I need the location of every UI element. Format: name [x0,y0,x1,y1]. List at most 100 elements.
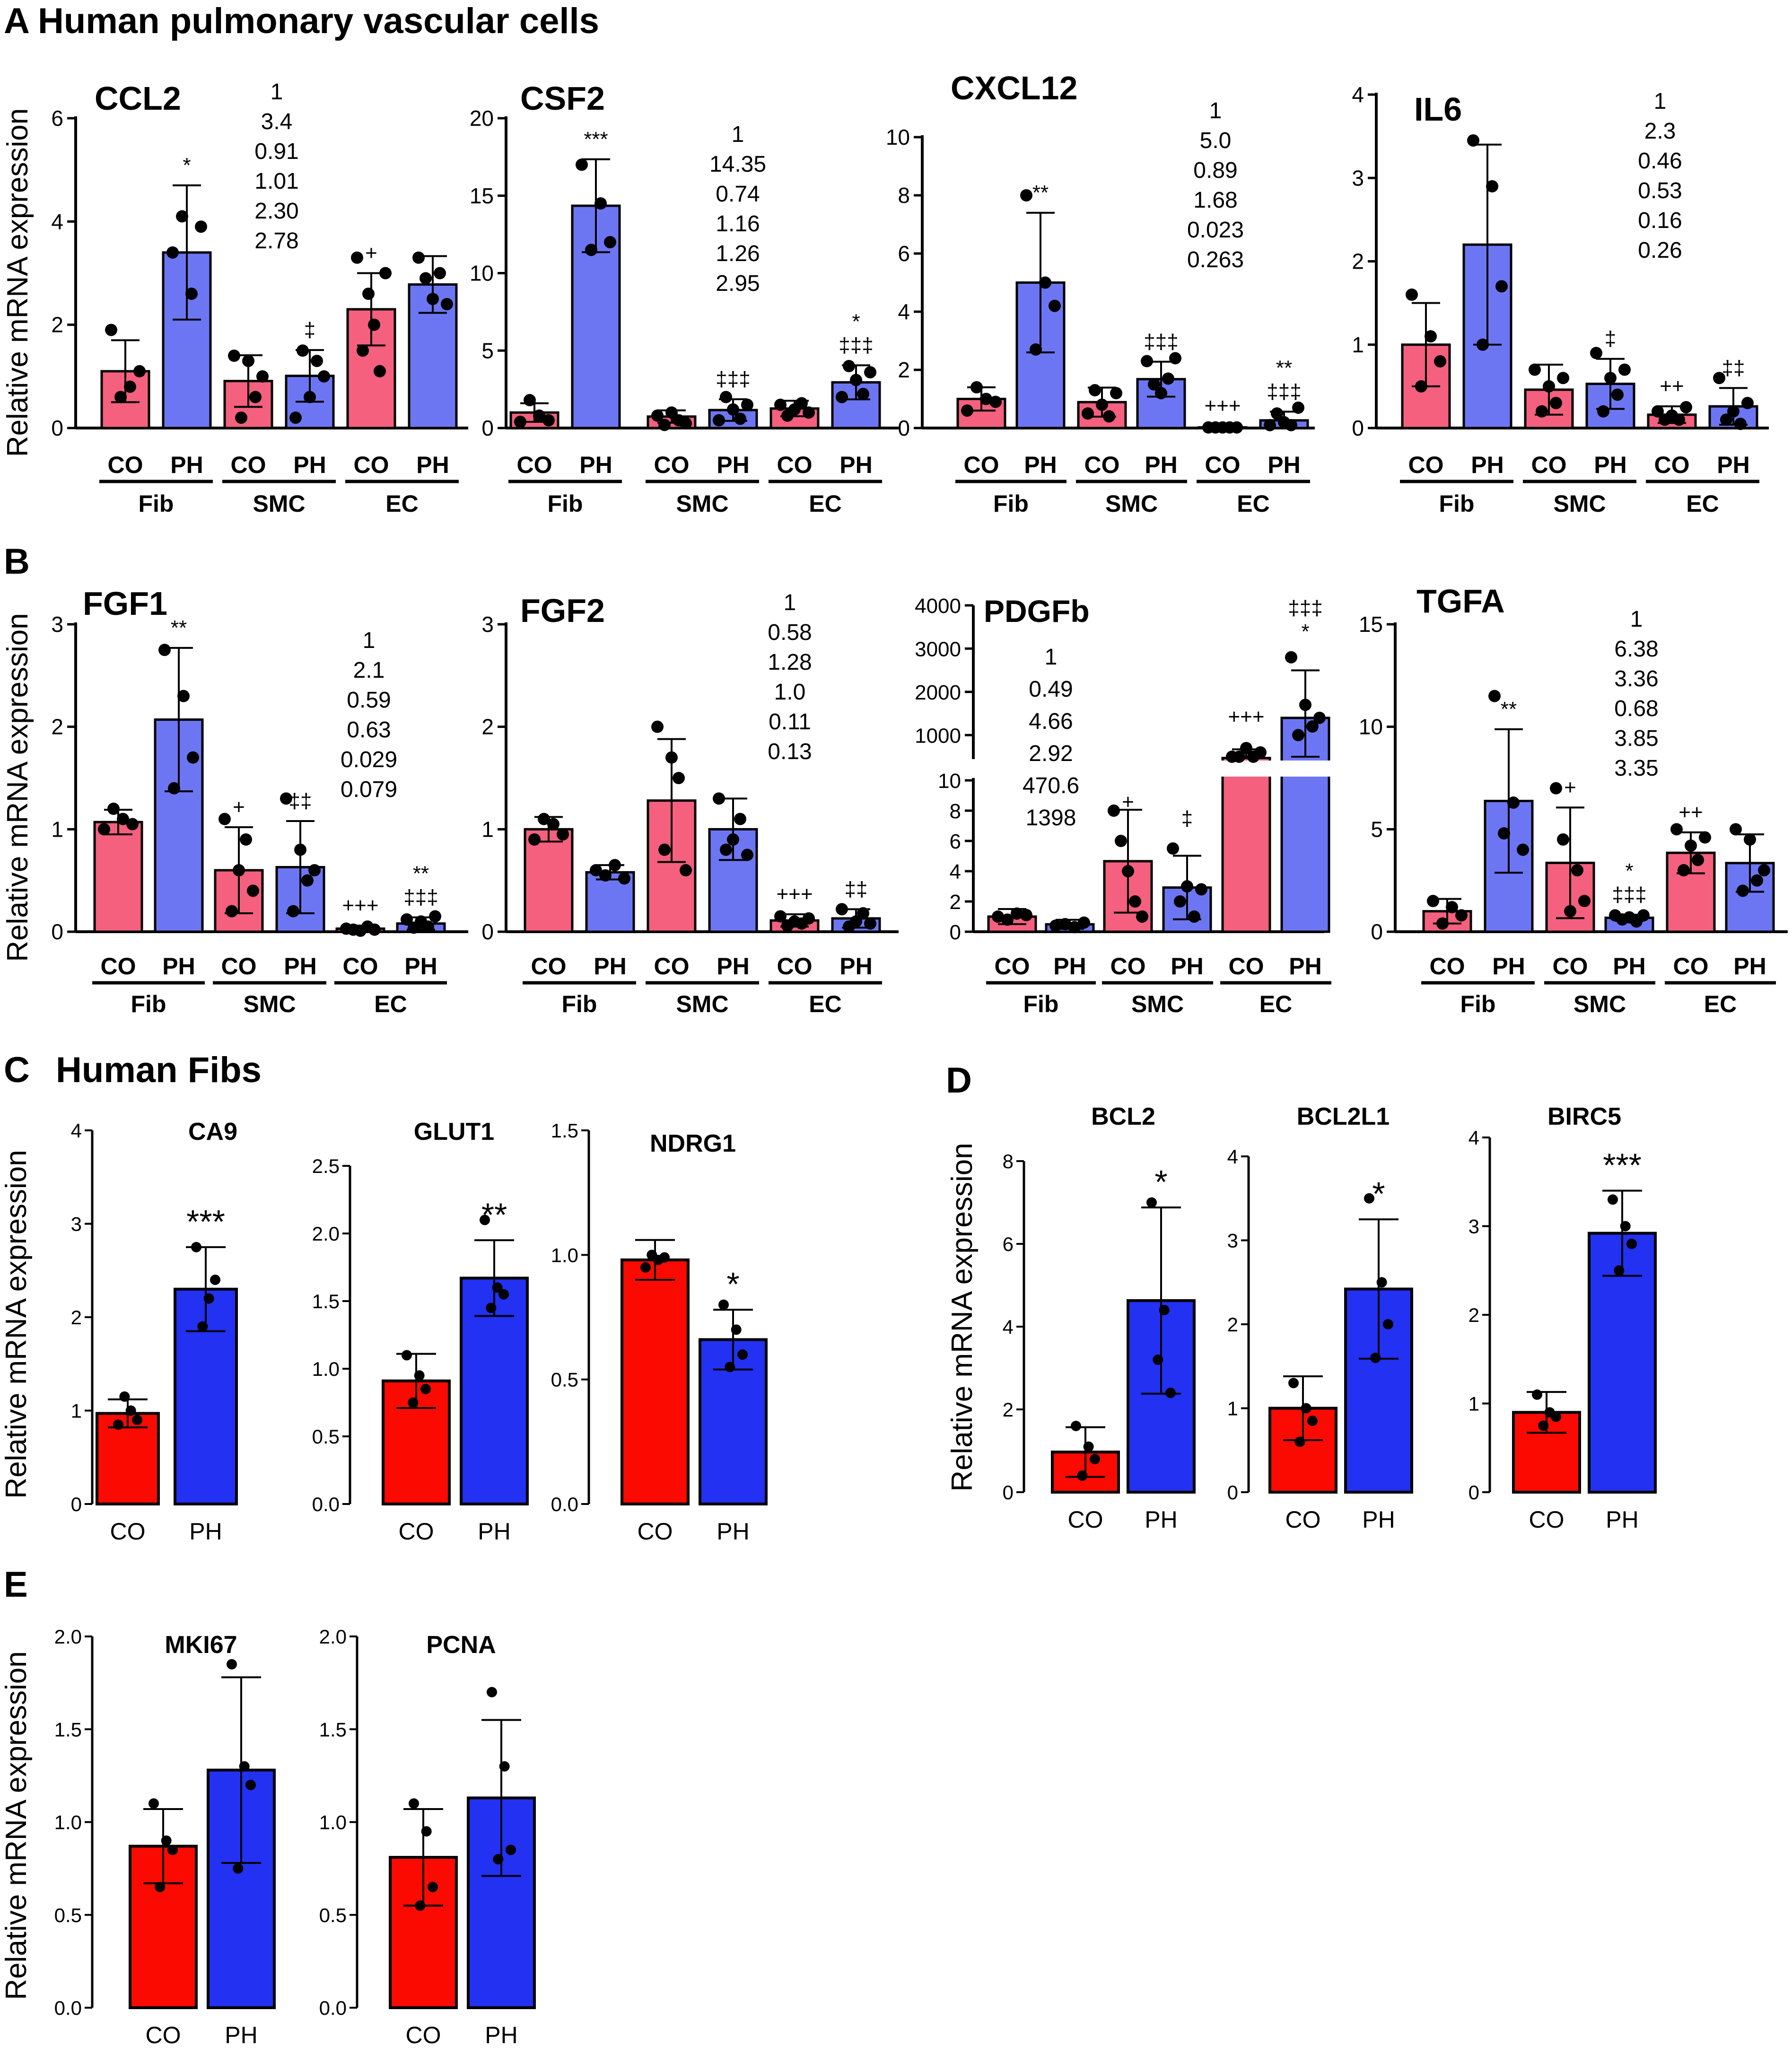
data-point [368,318,380,331]
data-point [1292,729,1304,742]
data-point [1254,746,1267,759]
data-point [1159,1305,1170,1315]
fold-change-value: 0.16 [1638,208,1682,233]
data-point [1532,1389,1542,1400]
category-label: CO [1529,1506,1565,1533]
data-point [1477,338,1489,351]
bar-co [621,1258,690,1506]
data-point [989,395,1002,408]
data-point [1068,921,1081,934]
category-label: CO [1553,953,1588,979]
data-point [720,391,732,403]
data-point [401,913,413,926]
fold-change-value: 2.30 [254,199,298,224]
fold-change-value: 0.59 [347,688,391,713]
significance-mark: ** [171,616,187,639]
axis-break-gap [1220,761,1273,777]
data-point [168,782,180,795]
significance-mark: *** [186,1203,225,1240]
data-point [795,397,808,410]
data-point [297,344,309,357]
group-label: Fib [562,991,597,1017]
y-tick-label: 6 [898,241,910,266]
data-point [1637,909,1650,922]
data-point [187,751,199,764]
chart-pdgfb: 0 2 4 6 8 10 1000 2000 3000 4000 PDGFb CO PH CO PH CO PH… [915,594,1332,1017]
data-point [538,813,550,825]
data-point [428,1881,438,1892]
category-label: CO [638,1518,673,1545]
category-label: PH [1613,953,1645,979]
significance-mark: + [1564,776,1576,799]
y-tick-label: 0 [1227,1481,1238,1504]
category-label: CO [343,953,378,979]
category-label: CO [406,2022,441,2048]
y-tick-label: 5 [481,338,494,363]
data-point [210,1275,220,1285]
data-point [420,1383,431,1394]
data-point [970,381,983,394]
fold-change-value: 0.58 [768,620,812,645]
chart-title: IL6 [1414,91,1462,128]
chart-title: FGF1 [83,585,167,622]
data-point [1240,742,1252,754]
data-point [1174,895,1186,908]
y-tick-label: 0.5 [551,1369,578,1391]
significance-mark: ** [1501,698,1517,721]
data-point [107,803,120,815]
category-label: PH [1171,953,1203,979]
y-tick-label: 0 [1003,1481,1014,1504]
chart-title: TGFA [1416,583,1505,620]
data-point [114,391,127,403]
y-tick-label: 4 [1469,1127,1479,1149]
data-point [1529,363,1541,376]
error-bar [1602,1189,1642,1277]
section-title-a: Human pulmonary vascular cells [38,1,599,41]
data-point [1082,407,1094,420]
significance-mark: ** [413,862,429,885]
bar-ph [831,381,881,429]
data-point [1744,833,1756,846]
data-point [421,1826,432,1837]
y-tick-label: 3 [481,612,494,637]
y-tick-label: 10 [886,125,910,149]
fold-change-value: 3.4 [261,109,293,134]
data-point [1233,751,1245,763]
category-label: CO [517,452,552,478]
significance-mark: ‡‡‡ [1612,883,1646,906]
data-point [235,411,247,424]
category-label: PH [839,452,872,478]
y-tick-label: 0.5 [319,1904,347,1926]
category-label: CO [399,1518,434,1545]
data-point [412,251,425,264]
data-point [680,417,692,430]
chart-birc5: 0 1 2 3 4 BIRC5 CO PH *** [1469,1103,1657,1533]
y-tick-label: 2 [1469,1304,1479,1326]
fold-change-value: 1.28 [768,650,812,675]
fold-change-value: 3.36 [1614,666,1658,691]
fold-change-value: 1 [1654,89,1667,114]
data-point [1181,880,1193,892]
data-point [422,920,434,933]
fold-change-value: 0.26 [1638,238,1682,263]
data-point [1611,388,1624,401]
data-point [1162,372,1174,385]
group-label: EC [809,991,841,1017]
fold-change-value: 0.53 [1638,178,1682,203]
data-point [98,823,110,836]
category-label: PH [717,452,749,478]
data-point [1507,796,1520,809]
data-point [308,864,321,876]
fold-change-value: 1 [732,122,744,147]
y-tick-label: 1.5 [319,1718,347,1740]
category-label: CO [231,452,266,478]
data-point [1039,276,1051,289]
y-tick-label: 0 [51,416,63,440]
significance-mark: ‡‡‡ [403,886,438,909]
data-point [727,403,739,416]
category-label: CO [531,953,567,979]
category-label: PH [293,452,326,478]
data-point [117,813,129,825]
error-bar [111,339,140,403]
